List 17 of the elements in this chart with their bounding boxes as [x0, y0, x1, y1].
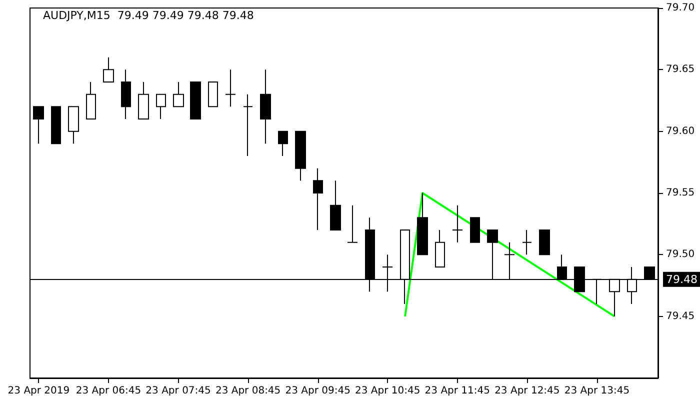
y-tick-label: 79.55	[666, 188, 695, 198]
x-tick-label: 23 Apr 2019	[8, 386, 70, 396]
y-tick-label: 79.65	[666, 64, 695, 76]
x-tick-label: 23 Apr 09:45	[285, 386, 350, 396]
x-tick-label: 23 Apr 10:45	[355, 386, 420, 396]
x-tick-label: 23 Apr 13:45	[564, 386, 630, 396]
y-tick-label: 79.70	[666, 2, 695, 14]
x-tick-label: 23 Apr 08:45	[215, 386, 281, 396]
x-tick-label: 23 Apr 11:45	[424, 386, 490, 396]
y-tick-label: 79.50	[666, 249, 695, 260]
y-tick-label: 79.45	[666, 310, 695, 322]
chart-title: AUDJPY,M15 79.49 79.49 79.48 79.48	[43, 9, 254, 22]
x-tick-label: 23 Apr 06:45	[76, 386, 142, 396]
ref-line-label: 79.48	[666, 272, 698, 286]
x-tick-label: 23 Apr 12:45	[494, 386, 560, 396]
y-tick-label: 79.60	[666, 126, 695, 137]
x-tick-label: 23 Apr 07:45	[146, 386, 211, 396]
